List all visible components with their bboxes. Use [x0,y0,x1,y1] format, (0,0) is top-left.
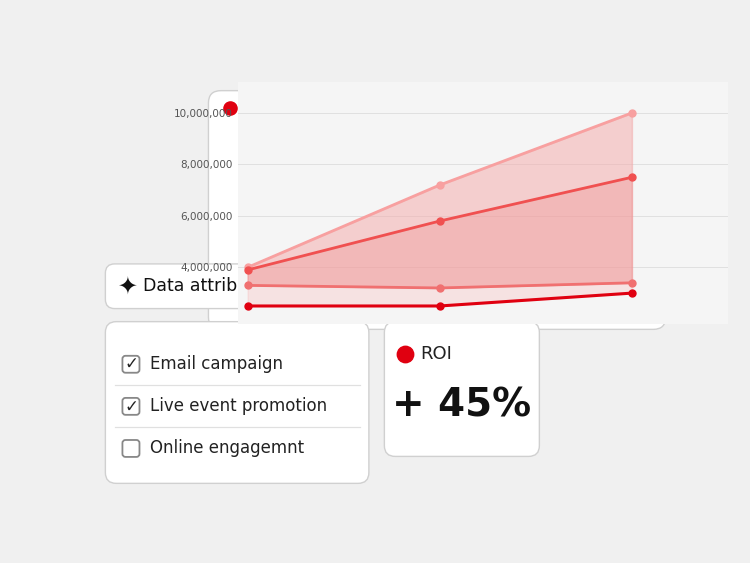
Text: Q4: Q4 [452,101,472,115]
Text: Live event promotion: Live event promotion [150,397,328,415]
Point [364,103,376,112]
Text: Email campaign: Email campaign [150,355,284,373]
FancyBboxPatch shape [105,264,310,309]
Point [433,103,445,112]
Point [224,103,236,112]
Text: ✓: ✓ [124,397,138,415]
Text: Q2: Q2 [312,101,332,115]
Text: Online engagemnt: Online engagemnt [150,440,304,458]
FancyBboxPatch shape [384,321,539,457]
FancyBboxPatch shape [122,356,140,373]
Text: + 45%: + 45% [392,387,532,425]
Text: Data attribution: Data attribution [142,277,281,295]
Text: Q3: Q3 [382,101,402,115]
Point [398,350,410,359]
FancyBboxPatch shape [122,440,140,457]
FancyBboxPatch shape [209,91,666,329]
Text: ROI: ROI [420,345,452,363]
FancyBboxPatch shape [105,321,369,484]
Text: ✓: ✓ [124,355,138,373]
Text: Q1: Q1 [242,101,262,115]
Point [294,103,306,112]
Text: ✦: ✦ [117,274,137,298]
FancyBboxPatch shape [122,398,140,415]
